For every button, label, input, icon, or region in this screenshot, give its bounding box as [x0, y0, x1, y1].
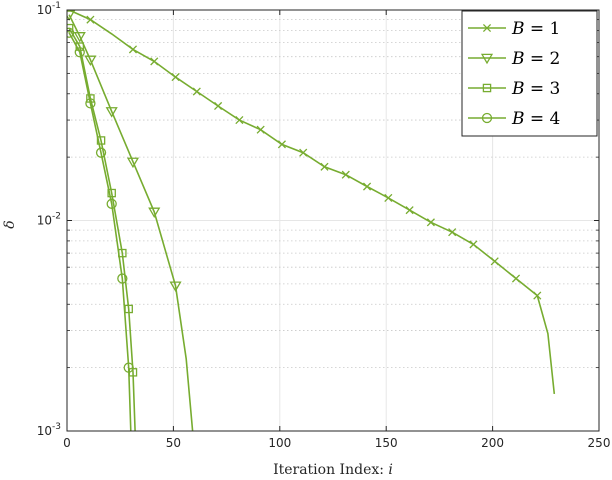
series-4 — [67, 27, 134, 431]
series-1 — [68, 10, 556, 394]
y-tick-label-exponent: -2 — [52, 212, 61, 222]
y-tick-label: 10-2 — [37, 212, 61, 228]
y-tick-label-exponent: -3 — [52, 422, 61, 432]
legend-entry: B = 4 — [468, 109, 560, 129]
legend-marker — [482, 83, 492, 93]
series-marker — [84, 55, 97, 67]
series-marker — [426, 218, 435, 227]
series-marker — [95, 147, 107, 158]
series-line — [68, 27, 136, 431]
series-marker — [148, 207, 161, 219]
legend-label-value: = 4 — [525, 109, 561, 129]
x-axis-label-variable: i — [388, 462, 392, 478]
y-tick-label-exponent: -1 — [52, 1, 61, 11]
series-marker — [469, 240, 478, 249]
series-marker — [107, 188, 116, 198]
legend-marker — [480, 53, 494, 65]
legend-box — [461, 10, 598, 137]
y-tick-label: 10-3 — [37, 422, 61, 438]
y-tick-label-base: 10 — [37, 424, 52, 438]
series-group — [67, 10, 556, 431]
legend-label: B = 1 — [511, 19, 560, 39]
series-marker — [74, 47, 85, 58]
series-marker — [85, 98, 96, 109]
legend: B = 1B = 2B = 3B = 4 — [461, 10, 598, 137]
series-marker — [511, 274, 521, 283]
legend-label-symbol: B — [511, 49, 525, 69]
series-marker — [235, 116, 244, 125]
x-tick-label: 100 — [268, 436, 291, 450]
x-tick-label: 250 — [588, 436, 611, 450]
series-marker — [341, 170, 350, 179]
series-marker — [96, 136, 106, 145]
series-marker — [67, 23, 74, 33]
legend-label-value: = 1 — [525, 19, 561, 39]
series-marker — [126, 157, 140, 169]
legend-label-symbol: B — [511, 79, 525, 99]
legend-entry: B = 1 — [468, 19, 560, 39]
legend-entry: B = 3 — [468, 79, 560, 99]
x-tick-label: 150 — [375, 436, 398, 450]
series-marker — [214, 101, 223, 111]
series-line — [68, 32, 132, 431]
series-marker — [150, 57, 159, 66]
x-tick-label: 50 — [166, 436, 181, 450]
axis-labels: Iteration Index: i δ — [2, 220, 393, 478]
y-tick-label: 10-1 — [37, 1, 61, 17]
legend-label: B = 2 — [511, 49, 560, 69]
x-axis-label-text: Iteration Index: — [273, 462, 388, 478]
series-marker — [256, 125, 265, 134]
series-marker — [192, 87, 201, 96]
series-marker — [320, 162, 329, 171]
y-axis-label: δ — [2, 220, 18, 228]
series-marker — [405, 206, 414, 215]
x-tick-label: 200 — [481, 436, 504, 450]
series-marker — [123, 362, 134, 373]
legend-label-symbol: B — [511, 19, 525, 39]
legend-entry: B = 2 — [468, 49, 560, 69]
series-marker — [86, 15, 95, 24]
series-marker — [67, 10, 76, 21]
x-tick-label: 0 — [63, 436, 71, 450]
series-marker — [73, 32, 86, 43]
legend-label-symbol: B — [511, 109, 525, 129]
legend-label-value: = 3 — [525, 79, 561, 99]
legend-marker — [482, 23, 492, 33]
series-marker — [533, 291, 542, 300]
series-marker — [105, 107, 118, 118]
series-marker — [128, 45, 138, 54]
y-tick-label-base: 10 — [37, 3, 52, 17]
legend-marker — [481, 112, 493, 124]
series-marker — [171, 73, 180, 82]
series-marker — [67, 27, 75, 38]
series-marker — [117, 273, 128, 284]
series-marker — [490, 257, 499, 266]
series-marker — [384, 193, 393, 202]
legend-label: B = 4 — [511, 109, 560, 129]
x-axis-label: Iteration Index: i — [273, 462, 393, 478]
series-marker — [106, 198, 117, 209]
series-marker — [448, 228, 457, 237]
series-marker — [169, 281, 182, 292]
series-marker — [277, 140, 286, 149]
legend-label-value: = 2 — [525, 49, 561, 69]
series-marker — [362, 182, 372, 191]
y-tick-label-base: 10 — [37, 214, 52, 228]
series-marker — [299, 148, 308, 157]
legend-label: B = 3 — [511, 79, 560, 99]
